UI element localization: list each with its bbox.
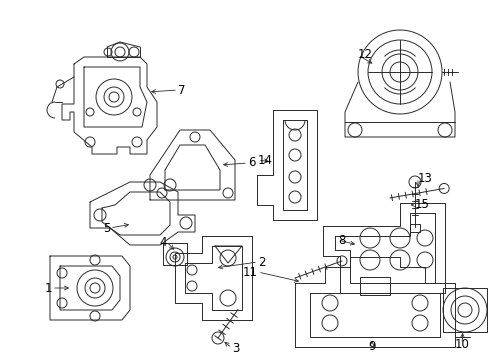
Text: 10: 10 — [454, 338, 468, 351]
Text: 13: 13 — [417, 171, 432, 184]
Text: 6: 6 — [247, 157, 255, 170]
Text: 2: 2 — [258, 256, 265, 269]
Bar — [442, 288, 486, 332]
Bar — [409, 224, 419, 232]
Bar — [359, 277, 389, 295]
Text: 4: 4 — [159, 235, 167, 248]
Text: 1: 1 — [44, 282, 52, 294]
Text: 14: 14 — [258, 153, 272, 166]
Text: 9: 9 — [367, 339, 375, 352]
Text: 5: 5 — [102, 221, 110, 234]
Bar — [163, 243, 186, 265]
Text: 12: 12 — [357, 49, 372, 62]
Text: 7: 7 — [178, 84, 185, 96]
Text: 3: 3 — [231, 342, 239, 355]
Text: 11: 11 — [243, 266, 258, 279]
Text: 15: 15 — [414, 198, 429, 211]
Text: 8: 8 — [337, 234, 345, 247]
